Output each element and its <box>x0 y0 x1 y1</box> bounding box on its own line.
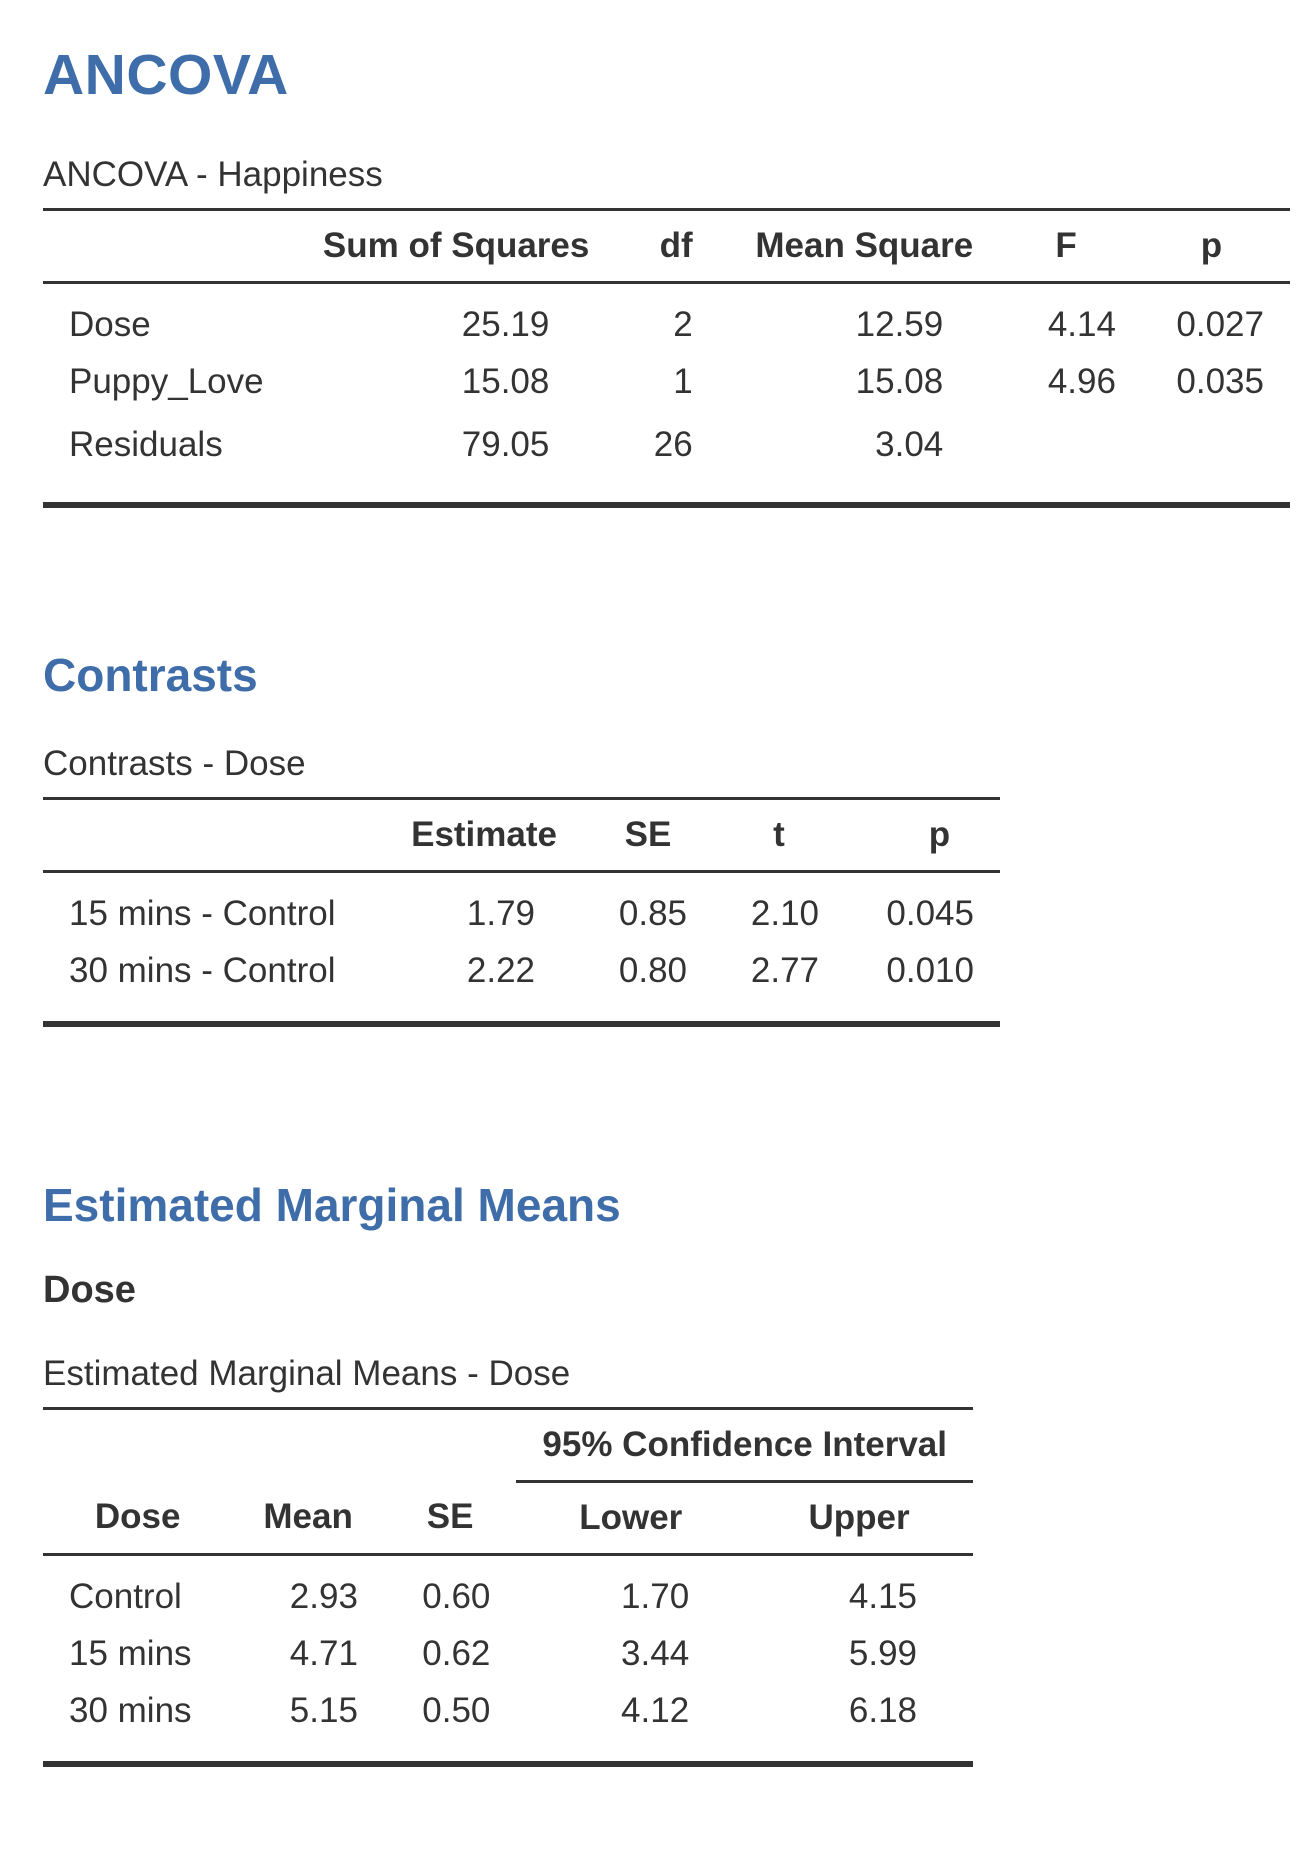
emm-lower: 1.70 <box>621 1576 690 1616</box>
ancova-col-ms: Mean Square <box>718 208 1000 284</box>
contrasts-col-p: p <box>845 797 1000 873</box>
ancova-ms: 3.04 <box>875 425 944 464</box>
emm-heading: Estimated Marginal Means <box>43 1179 621 1231</box>
emm-mean: 5.15 <box>289 1690 358 1730</box>
ancova-heading: ANCOVA <box>43 43 289 107</box>
emm-subheading: Dose <box>43 1269 136 1311</box>
ancova-df: 26 <box>653 425 693 464</box>
ancova-table: Sum of Squares df Mean Square F p Dose 2… <box>43 208 1290 508</box>
emm-table: 95% Confidence Interval Dose Mean SE Low… <box>43 1407 973 1767</box>
ancova-ss: 25.19 <box>461 304 550 344</box>
emm-ci-header: 95% Confidence Interval <box>516 1407 973 1483</box>
ancova-df: 2 <box>673 304 693 344</box>
emm-lower: 3.44 <box>621 1633 690 1673</box>
ancova-term: Puppy_Love <box>69 361 264 401</box>
emm-se: 0.60 <box>422 1576 491 1616</box>
emm-upper: 6.18 <box>848 1690 917 1730</box>
contrasts-se: 0.85 <box>618 893 687 933</box>
emm-col-se: SE <box>383 1481 517 1556</box>
ancova-ms: 12.59 <box>855 304 944 344</box>
contrasts-t: 2.10 <box>750 893 819 933</box>
emm-dose: 15 mins <box>69 1633 192 1673</box>
emm-se: 0.62 <box>422 1633 491 1673</box>
table-row: Puppy_Love 15.08 1 15.08 4.96 0.035 <box>43 353 1290 410</box>
emm-mean: 4.71 <box>289 1633 358 1673</box>
contrasts-col-estimate: Estimate <box>383 797 583 873</box>
contrasts-term: 15 mins - Control <box>69 893 336 933</box>
contrasts-p: 0.045 <box>886 893 974 933</box>
ancova-col-p: p <box>1132 208 1290 284</box>
ancova-ms: 15.08 <box>855 361 944 401</box>
emm-col-mean: Mean <box>232 1481 384 1556</box>
emm-upper: 4.15 <box>848 1576 917 1616</box>
ancova-table-title: ANCOVA - Happiness <box>43 155 383 194</box>
emm-table-title: Estimated Marginal Means - Dose <box>43 1354 571 1393</box>
results-page: ANCOVA ANCOVA - Happiness Sum of Squares… <box>43 43 1290 1767</box>
emm-mean: 2.93 <box>289 1576 358 1616</box>
emm-lower: 4.12 <box>621 1690 690 1730</box>
ancova-f <box>999 410 1133 480</box>
ancova-f: 4.96 <box>1047 361 1116 401</box>
contrasts-term: 30 mins - Control <box>69 950 336 990</box>
contrasts-col-t: t <box>713 797 845 873</box>
ancova-f: 4.14 <box>1047 304 1116 344</box>
ancova-p: 0.035 <box>1176 361 1264 401</box>
ancova-ss: 79.05 <box>461 425 550 464</box>
emm-dose: Control <box>69 1576 182 1616</box>
emm-col-dose: Dose <box>43 1481 233 1556</box>
contrasts-se: 0.80 <box>618 950 687 990</box>
contrasts-estimate: 2.22 <box>466 950 535 990</box>
contrasts-heading: Contrasts <box>43 649 258 701</box>
table-row: 30 mins 5.15 0.50 4.12 6.18 <box>43 1682 973 1739</box>
emm-se: 0.50 <box>422 1690 491 1730</box>
contrasts-col-se: SE <box>583 797 713 873</box>
ancova-term: Dose <box>69 304 151 344</box>
table-row: 30 mins - Control 2.22 0.80 2.77 0.010 <box>43 942 1000 999</box>
ancova-df: 1 <box>673 361 693 401</box>
contrasts-col-term <box>43 797 383 873</box>
ancova-p <box>1133 410 1290 480</box>
table-row: Control 2.93 0.60 1.70 4.15 <box>43 1568 973 1625</box>
emm-col-lower: Lower <box>516 1481 746 1556</box>
ancova-term: Residuals <box>69 425 223 464</box>
emm-upper: 5.99 <box>848 1633 917 1673</box>
contrasts-t: 2.77 <box>750 950 819 990</box>
emm-col-upper: Upper <box>745 1481 973 1556</box>
table-row: 15 mins 4.71 0.62 3.44 5.99 <box>43 1625 973 1682</box>
emm-dose: 30 mins <box>69 1690 192 1730</box>
contrasts-table: Estimate SE t p 15 mins - Control 1.79 0… <box>43 797 1000 1027</box>
ancova-col-term <box>43 208 293 284</box>
ancova-col-f: F <box>999 208 1133 284</box>
ancova-ss: 15.08 <box>461 361 550 401</box>
table-row: 15 mins - Control 1.79 0.85 2.10 0.045 <box>43 885 1000 942</box>
contrasts-p: 0.010 <box>886 950 974 990</box>
table-row: Residuals 79.05 26 3.04 <box>43 410 1290 480</box>
contrasts-estimate: 1.79 <box>466 893 535 933</box>
table-row: Dose 25.19 2 12.59 4.14 0.027 <box>43 296 1290 353</box>
ancova-col-df: df <box>615 208 719 284</box>
ancova-p: 0.027 <box>1176 304 1264 344</box>
contrasts-table-title: Contrasts - Dose <box>43 744 306 783</box>
ancova-col-ss: Sum of Squares <box>292 208 616 284</box>
